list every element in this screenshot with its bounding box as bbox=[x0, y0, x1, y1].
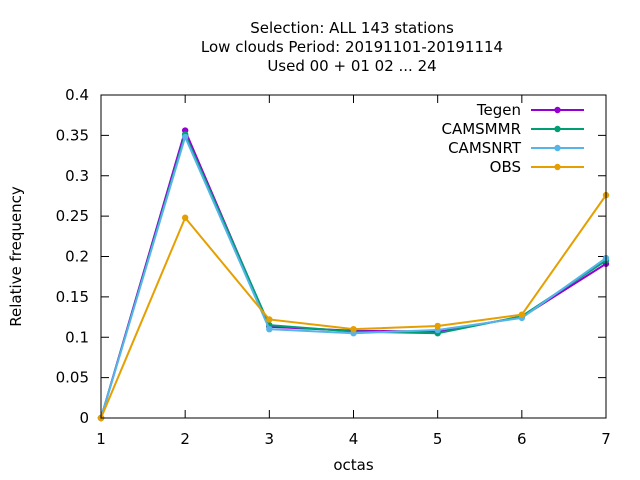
x-tick-label: 6 bbox=[517, 430, 527, 448]
x-tick-label: 4 bbox=[349, 430, 359, 448]
data-point-obs bbox=[350, 325, 357, 333]
legend-marker bbox=[554, 106, 561, 114]
data-point-camsnrt bbox=[181, 133, 189, 141]
axis-ticks: 0 0.05 0.1 0.15 0.2 0.25 0.3 0.35 0.4 1 2 3 4 5 6 7 bbox=[56, 86, 611, 448]
y-tick-label: 0.25 bbox=[56, 207, 89, 225]
title-line: Used 00 + 01 02 ... 24 bbox=[267, 57, 436, 75]
x-axis-label: octas bbox=[333, 456, 373, 474]
x-tick-label: 1 bbox=[96, 430, 106, 448]
legend-marker bbox=[554, 144, 561, 152]
legend-marker bbox=[554, 125, 561, 133]
y-tick-label: 0.3 bbox=[65, 167, 89, 185]
y-tick-label: 0.05 bbox=[56, 369, 89, 387]
legend-label: CAMSMMR bbox=[441, 120, 521, 138]
data-point-obs bbox=[434, 322, 441, 330]
data-point-obs bbox=[518, 311, 526, 318]
y-tick-label: 0.2 bbox=[65, 248, 89, 266]
series-line-camsnrt bbox=[100, 134, 607, 419]
data-point-obs bbox=[266, 316, 273, 323]
plot-frame bbox=[100, 94, 607, 419]
series-line-tegen bbox=[100, 127, 607, 419]
x-tick-label: 7 bbox=[601, 430, 611, 448]
y-axis-label: Relative frequency bbox=[7, 186, 25, 327]
y-tick-label: 0 bbox=[79, 409, 89, 427]
x-tick-label: 2 bbox=[180, 430, 190, 448]
legend-marker bbox=[554, 163, 561, 171]
x-tick-label: 5 bbox=[433, 430, 443, 448]
title-line: Selection: ALL 143 stations bbox=[250, 19, 454, 37]
legend-label: Tegen bbox=[476, 101, 521, 119]
y-tick-label: 0.4 bbox=[65, 86, 89, 104]
series-line-camsmmr bbox=[100, 131, 607, 419]
y-tick-label: 0.35 bbox=[56, 126, 89, 144]
legend-label: OBS bbox=[490, 158, 521, 176]
series-line-obs bbox=[100, 194, 607, 419]
data-point-obs bbox=[181, 214, 189, 221]
legend-label: CAMSNRT bbox=[448, 139, 522, 157]
y-tick-label: 0.1 bbox=[65, 328, 89, 346]
y-tick-label: 0.15 bbox=[56, 288, 89, 306]
series-lines bbox=[97, 127, 610, 422]
x-tick-label: 3 bbox=[265, 430, 275, 448]
title-line: Low clouds Period: 20191101-20191114 bbox=[201, 38, 503, 56]
data-point-camsnrt bbox=[266, 325, 273, 333]
